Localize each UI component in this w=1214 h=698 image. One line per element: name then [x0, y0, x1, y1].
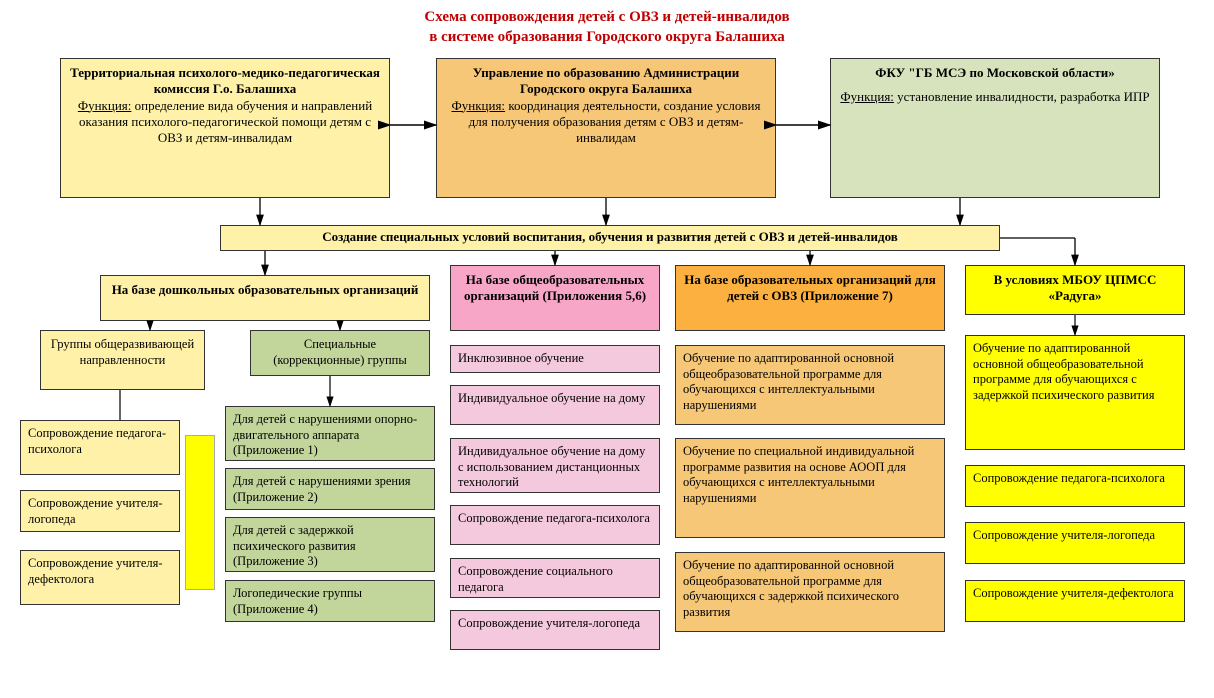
top-center-title: Управление по образованию Администрации … — [445, 65, 767, 98]
col4-item-1: Сопровождение педагога-психолога — [965, 465, 1185, 507]
top-box-right: ФКУ "ГБ МСЭ по Московской области» Функц… — [830, 58, 1160, 198]
col1-left-item-1: Сопровождение учителя-логопеда — [20, 490, 180, 532]
col2-header: На базе общеобразовательных организаций … — [450, 265, 660, 331]
item-text: Сопровождение учителя-логопеда — [973, 528, 1155, 542]
col1-header-text: На базе дошкольных образовательных орган… — [112, 282, 419, 297]
title-line1: Схема сопровождения детей с ОВЗ и детей-… — [0, 8, 1214, 28]
col1-right-item-3: Логопедические группы (Приложение 4) — [225, 580, 435, 622]
col1-sub-right-text: Специальные (коррекционные) группы — [273, 337, 406, 367]
item-text: Инклюзивное обучение — [458, 351, 584, 365]
item-text: Сопровождение учителя-логопеда — [28, 496, 163, 526]
midbar: Создание специальных условий воспитания,… — [220, 225, 1000, 251]
item-text: Сопровождение педагога-психолога — [458, 511, 650, 525]
col1-right-item-1: Для детей с нарушениями зрения (Приложен… — [225, 468, 435, 510]
col3-item-0: Обучение по адаптированной основной обще… — [675, 345, 945, 425]
col3-item-2: Обучение по адаптированной основной обще… — [675, 552, 945, 632]
func-label: Функция: — [452, 98, 506, 113]
col2-item-0: Инклюзивное обучение — [450, 345, 660, 373]
item-text: Сопровождение учителя-логопеда — [458, 616, 640, 630]
top-right-func: Функция: установление инвалидности, разр… — [839, 89, 1151, 105]
top-left-title: Территориальная психолого-медико-педагог… — [69, 65, 381, 98]
item-text: Сопровождение педагога-психолога — [973, 471, 1165, 485]
col1-sub-right: Специальные (коррекционные) группы — [250, 330, 430, 376]
item-text: Сопровождение учителя-дефектолога — [973, 586, 1174, 600]
func-text: установление инвалидности, разработка ИП… — [897, 89, 1149, 104]
col1-left-item-2: Сопровождение учителя-дефектолога — [20, 550, 180, 605]
top-left-func: Функция: определение вида обучения и нап… — [69, 98, 381, 147]
item-text: Для детей с нарушениями опорно-двигатель… — [233, 412, 417, 457]
diagram-title: Схема сопровождения детей с ОВЗ и детей-… — [0, 0, 1214, 47]
col1-sub-left: Группы общеразвивающей направленности — [40, 330, 205, 390]
col2-item-3: Сопровождение педагога-психолога — [450, 505, 660, 545]
item-text: Обучение по специальной индивидуальной п… — [683, 444, 914, 505]
item-text: Обучение по адаптированной основной обще… — [683, 351, 894, 412]
col1-header: На базе дошкольных образовательных орган… — [100, 275, 430, 321]
col4-item-0: Обучение по адаптированной основной обще… — [965, 335, 1185, 450]
col2-item-5: Сопровождение учителя-логопеда — [450, 610, 660, 650]
title-line2: в системе образования Городского округа … — [0, 28, 1214, 48]
col3-header: На базе образовательных организаций для … — [675, 265, 945, 331]
top-right-title: ФКУ "ГБ МСЭ по Московской области» — [839, 65, 1151, 81]
col4-header-text: В условиях МБОУ ЦПМСС «Радуга» — [994, 272, 1157, 303]
item-text: Логопедические группы (Приложение 4) — [233, 586, 362, 616]
col3-header-text: На базе образовательных организаций для … — [684, 272, 936, 303]
col4-header: В условиях МБОУ ЦПМСС «Радуга» — [965, 265, 1185, 315]
item-text: Индивидуальное обучение на дому — [458, 391, 645, 405]
item-text: Сопровождение учителя-дефектолога — [28, 556, 163, 586]
item-text: Для детей с нарушениями зрения (Приложен… — [233, 474, 411, 504]
col4-item-2: Сопровождение учителя-логопеда — [965, 522, 1185, 564]
midbar-text: Создание специальных условий воспитания,… — [322, 229, 898, 244]
col1-sub-left-text: Группы общеразвивающей направленности — [51, 337, 194, 367]
item-text: Сопровождение педагога-психолога — [28, 426, 166, 456]
col1-right-item-2: Для детей с задержкой психического разви… — [225, 517, 435, 572]
func-label: Функция: — [78, 98, 132, 113]
col2-item-1: Индивидуальное обучение на дому — [450, 385, 660, 425]
col2-header-text: На базе общеобразовательных организаций … — [464, 272, 646, 303]
item-text: Обучение по адаптированной основной обще… — [973, 341, 1154, 402]
item-text: Обучение по адаптированной основной обще… — [683, 558, 899, 619]
top-box-center: Управление по образованию Администрации … — [436, 58, 776, 198]
col3-item-1: Обучение по специальной индивидуальной п… — [675, 438, 945, 538]
top-center-func: Функция: координация деятельности, созда… — [445, 98, 767, 147]
col2-item-2: Индивидуальное обучение на дому с исполь… — [450, 438, 660, 493]
func-text: координация деятельности, создание услов… — [469, 98, 761, 146]
item-text: Сопровождение социального педагога — [458, 564, 613, 594]
top-box-left: Территориальная психолого-медико-педагог… — [60, 58, 390, 198]
col1-right-item-0: Для детей с нарушениями опорно-двигатель… — [225, 406, 435, 461]
col4-item-3: Сопровождение учителя-дефектолога — [965, 580, 1185, 622]
bracket-connector — [185, 435, 215, 590]
item-text: Для детей с задержкой психического разви… — [233, 523, 356, 568]
col1-left-item-0: Сопровождение педагога-психолога — [20, 420, 180, 475]
item-text: Индивидуальное обучение на дому с исполь… — [458, 444, 645, 489]
func-label: Функция: — [840, 89, 894, 104]
col2-item-4: Сопровождение социального педагога — [450, 558, 660, 598]
